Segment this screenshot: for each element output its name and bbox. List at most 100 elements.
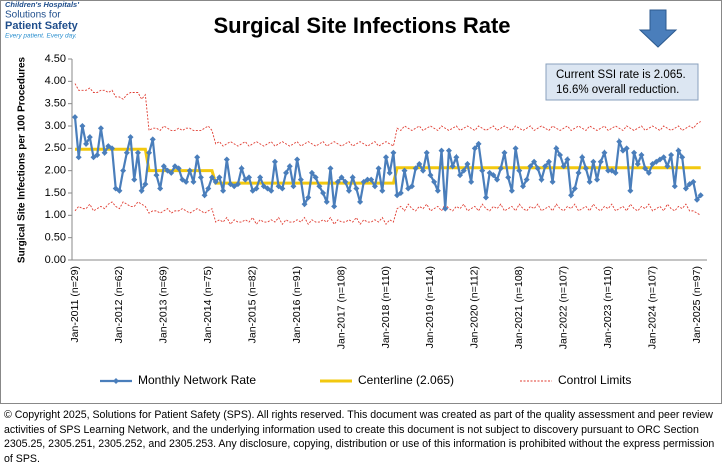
rate-marker [160,163,167,170]
x-tick-label: Jan-2020 (n=112) [469,266,481,348]
rate-marker [664,163,671,170]
rate-marker [682,185,689,192]
rate-marker [349,174,356,181]
rate-marker [301,201,308,208]
x-tick-label: Jan-2014 (n=75) [202,266,214,343]
rate-marker [101,149,108,156]
rate-marker [294,156,301,163]
rate-marker [320,190,327,196]
rate-marker [575,169,582,176]
x-tick-label: Jan-2025 (n=97) [691,266,703,343]
y-tick-label: 0.00 [45,254,66,266]
rate-marker [645,169,652,176]
rate-marker [190,178,197,185]
annotation-text: 16.6% overall reduction. [556,84,679,96]
y-tick-label: 2.50 [45,142,66,154]
x-tick-label: Jan-2016 (n=91) [291,266,303,343]
rate-marker [497,165,504,172]
rate-marker [201,192,208,199]
rate-marker [679,154,686,161]
rate-marker [568,192,575,199]
rate-marker [531,158,538,165]
rate-marker [416,160,423,167]
rate-marker [475,140,482,147]
rate-marker [97,125,104,132]
rate-marker [557,152,564,159]
rate-marker [208,174,215,181]
rate-marker [582,165,589,172]
rate-marker [375,165,382,172]
logo-line: Patient Safety [5,20,79,32]
rate-marker [697,192,704,199]
rate-marker [694,196,700,203]
rate-marker [371,183,378,190]
rate-marker [271,158,278,165]
rate-marker [612,169,619,176]
logo-line: Children's Hospitals' [5,0,79,9]
rate-marker [412,165,419,172]
rate-marker [423,149,430,156]
rate-marker [153,172,160,179]
rate-marker [642,165,649,172]
rate-marker [590,158,597,165]
rate-marker [223,156,230,163]
rate-marker [553,145,560,152]
rate-marker [442,205,449,212]
rate-marker [453,154,460,161]
rate-marker [168,169,175,176]
rate-marker [116,187,123,194]
rate-marker [494,176,501,183]
y-axis-title: Surgical Site Infections per 100 Procedu… [17,56,28,263]
legend-label: Centerline (2.065) [358,373,454,387]
rate-marker [109,145,116,152]
rate-marker [534,165,541,172]
annotation-text: Current SSI rate is 2.065. [556,69,686,81]
rate-marker [368,176,375,183]
rate-marker [216,174,223,181]
x-tick-label: Jan-2012 (n=62) [113,266,125,343]
rate-marker [605,167,612,174]
chart-title: Surgical Site Infections Rate [213,13,510,38]
rate-marker [157,185,164,192]
control-limit-lower [74,201,701,226]
x-tick-label: Jan-2013 (n=69) [158,266,170,343]
rate-marker [345,187,352,194]
y-tick-label: 1.00 [45,209,66,221]
rate-marker [542,163,549,170]
rate-marker [397,190,404,196]
rate-marker [586,178,593,185]
rate-marker [338,174,345,181]
rate-marker [457,172,464,179]
rate-marker [671,183,678,190]
rate-marker [197,174,204,181]
x-tick-label: Jan-2015 (n=82) [246,266,258,343]
rate-marker [86,134,93,141]
rate-marker [490,172,497,179]
rate-marker [660,154,667,161]
rate-marker [471,145,478,152]
rate-marker [334,178,341,185]
rate-marker [379,187,386,194]
rate-marker [316,183,323,190]
rate-marker [146,149,153,156]
rate-marker [186,167,193,174]
annotation-box [545,63,699,101]
rate-marker [545,158,552,165]
rate-marker [312,174,319,181]
x-tick-label: Jan-2022 (n=107) [557,266,569,349]
logo-line: Solutions for [5,10,61,21]
rate-marker [297,176,304,183]
rate-marker [120,167,127,174]
chart: Children's Hospitals' Solutions for Pati… [0,0,722,404]
legend-label: Monthly Network Rate [138,373,256,387]
rate-marker [482,194,489,201]
rate-marker [257,174,264,181]
rate-marker [594,176,601,183]
rate-marker [408,183,415,190]
rate-marker [460,167,467,174]
rate-marker [597,158,604,165]
rate-marker [468,178,475,185]
rate-marker [364,176,371,183]
y-tick-label: 2.00 [45,165,66,177]
rate-marker [420,167,427,174]
